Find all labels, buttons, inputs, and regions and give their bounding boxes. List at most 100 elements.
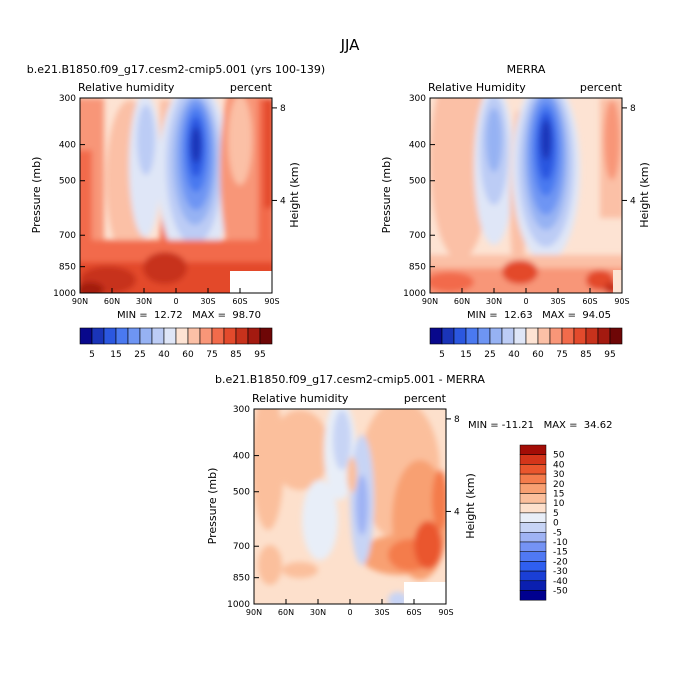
colorbar-swatch xyxy=(519,454,547,465)
model-ytick-label: 700 xyxy=(59,231,76,241)
colorbar-label: -15 xyxy=(553,548,568,558)
colorbar-swatch xyxy=(597,327,611,345)
colorbar-swatch xyxy=(79,327,93,345)
diff-xtick-label: 90S xyxy=(438,608,453,617)
colorbar-label: 25 xyxy=(134,350,145,360)
panel-obs-ylabel: Pressure (mb) xyxy=(380,157,393,234)
colorbar-swatch xyxy=(525,327,539,345)
colorbar-label: -40 xyxy=(553,577,568,587)
panel-model-colorbar: 5 15 25 40 60 75 85 95 xyxy=(79,327,273,360)
colorbar-swatch xyxy=(519,483,547,494)
diff-htick-label: 4 xyxy=(454,507,460,517)
colorbar-label: 85 xyxy=(580,350,591,360)
panel-diff: b.e21.B1850.f09_g17.cesm2-cmip5.001 - ME… xyxy=(206,373,612,617)
model-xtick-label: 60N xyxy=(104,297,120,306)
colorbar-label: 5 xyxy=(89,350,95,360)
colorbar-label: 95 xyxy=(604,350,615,360)
diff-ytick-label: 850 xyxy=(233,574,250,584)
panel-obs: MERRA Relative Humidity percent xyxy=(380,63,651,360)
colorbar-swatch xyxy=(519,502,547,514)
obs-ytick-label: 500 xyxy=(409,177,426,187)
colorbar-label: 40 xyxy=(508,350,520,360)
colorbar-swatch xyxy=(489,327,503,345)
colorbar-label: -50 xyxy=(553,587,568,597)
diff-xtick-label: 60N xyxy=(278,608,294,617)
colorbar-swatch xyxy=(519,522,547,533)
colorbar-swatch xyxy=(163,327,177,345)
model-ytick-label: 500 xyxy=(59,177,76,187)
diff-ytick-label: 500 xyxy=(233,488,250,498)
obs-xtick-label: 30N xyxy=(486,297,502,306)
colorbar-label: 0 xyxy=(553,519,559,529)
colorbar-label: 15 xyxy=(553,490,564,500)
colorbar-swatch xyxy=(609,327,623,345)
panel-obs-left-label: Relative Humidity xyxy=(428,81,526,94)
model-htick-label: 8 xyxy=(280,104,286,114)
model-xtick-label: 30N xyxy=(136,297,152,306)
model-xtick-label: 90S xyxy=(264,297,279,306)
panel-diff-stats: MIN = -11.21 MAX = 34.62 xyxy=(468,420,612,431)
colorbar-label: 5 xyxy=(439,350,445,360)
diff-xtick-label: 90N xyxy=(246,608,262,617)
panel-diff-field xyxy=(254,409,446,604)
colorbar-swatch xyxy=(103,327,117,345)
colorbar-label: 40 xyxy=(553,460,565,470)
colorbar-swatch xyxy=(211,327,225,345)
panel-model-field xyxy=(80,98,272,293)
diff-ytick-label: 300 xyxy=(233,405,250,415)
diff-xtick-label: 30S xyxy=(374,608,389,617)
colorbar-swatch xyxy=(519,512,547,523)
colorbar-swatch xyxy=(453,327,467,345)
colorbar-label: -30 xyxy=(553,567,568,577)
panel-obs-field xyxy=(430,98,622,293)
model-ytick-label: 850 xyxy=(59,263,76,273)
colorbar-swatch xyxy=(513,327,527,345)
colorbar-swatch xyxy=(519,541,547,552)
colorbar-label: 75 xyxy=(556,350,567,360)
panel-diff-right-label: percent xyxy=(404,392,447,405)
diff-ytick-label: 400 xyxy=(233,452,250,462)
model-xtick-label: 60S xyxy=(232,297,247,306)
colorbar-label: 5 xyxy=(553,509,559,519)
colorbar-label: -5 xyxy=(553,528,562,538)
model-xtick-label: 0 xyxy=(173,297,178,306)
colorbar-swatch xyxy=(187,327,201,345)
model-htick-label: 4 xyxy=(280,196,286,206)
colorbar-label: 60 xyxy=(182,350,194,360)
obs-xtick-label: 0 xyxy=(523,297,528,306)
colorbar-swatch xyxy=(519,464,547,475)
model-ytick-label: 1000 xyxy=(53,289,76,299)
colorbar-swatch xyxy=(519,473,547,485)
model-ytick-label: 300 xyxy=(59,94,76,104)
colorbar-swatch xyxy=(501,327,515,345)
panel-obs-title: MERRA xyxy=(507,63,546,76)
colorbar-label: 75 xyxy=(206,350,217,360)
model-xtick-label: 90N xyxy=(72,297,88,306)
obs-xtick-label: 90N xyxy=(422,297,438,306)
colorbar-swatch xyxy=(585,327,599,345)
model-xtick-label: 30S xyxy=(200,297,215,306)
panel-model-title: b.e21.B1850.f09_g17.cesm2-cmip5.001 (yrs… xyxy=(27,63,325,76)
colorbar-swatch xyxy=(519,551,547,562)
panel-diff-ylabel: Pressure (mb) xyxy=(206,468,219,545)
panel-model-stats: MIN = 12.72 MAX = 98.70 xyxy=(117,310,261,321)
colorbar-swatch xyxy=(235,327,249,345)
colorbar-swatch xyxy=(223,327,237,345)
colorbar-swatch xyxy=(247,327,261,345)
colorbar-swatch xyxy=(199,327,213,345)
obs-htick-label: 8 xyxy=(630,104,636,114)
colorbar-swatch xyxy=(465,327,479,345)
colorbar-label: 25 xyxy=(484,350,495,360)
colorbar-swatch xyxy=(519,580,547,591)
colorbar-swatch xyxy=(519,493,547,504)
figure-title: JJA xyxy=(340,36,361,54)
diff-xtick-label: 30N xyxy=(310,608,326,617)
colorbar-swatch xyxy=(127,327,141,345)
colorbar-swatch xyxy=(519,444,547,455)
colorbar-swatch xyxy=(139,327,153,345)
colorbar-swatch xyxy=(91,327,105,345)
colorbar-swatch xyxy=(259,327,273,345)
colorbar-swatch xyxy=(151,327,165,345)
colorbar-label: 60 xyxy=(532,350,544,360)
